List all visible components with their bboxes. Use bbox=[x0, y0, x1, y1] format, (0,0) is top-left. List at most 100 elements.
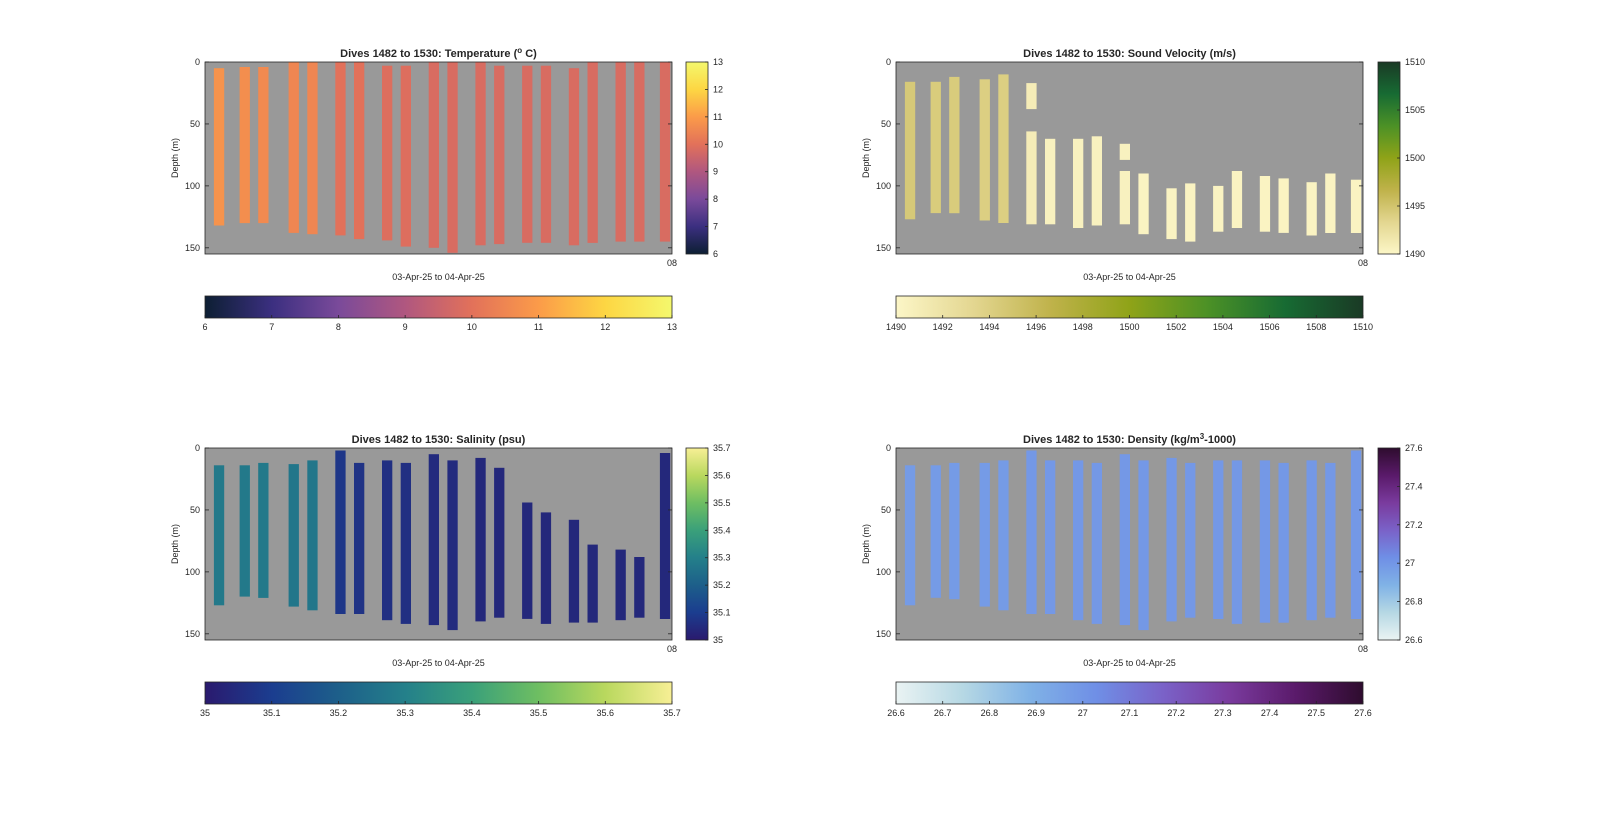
temperature-cast-6 bbox=[354, 62, 365, 240]
temperature-cast-5 bbox=[335, 62, 346, 236]
sound-velocity-panel: 0 50 100 150 08 Depth (m) 03-Apr-25 to 04-Apr-… bbox=[861, 48, 1425, 332]
density-cast-3 bbox=[979, 462, 990, 607]
density-title-sup: 3 bbox=[1200, 432, 1205, 441]
salinity-cast-19 bbox=[659, 453, 671, 619]
salinity-vcb-tick-label: 35.3 bbox=[713, 553, 731, 563]
density-vertical-colorbar bbox=[1377, 447, 1401, 641]
density-axes-frame bbox=[895, 447, 1364, 641]
density-cast-1 bbox=[930, 465, 941, 598]
salinity-cast-2 bbox=[258, 462, 269, 598]
sound-velocity-xtick-label: 08 bbox=[1358, 258, 1368, 268]
salinity-vcb-tick-label: 35.1 bbox=[713, 608, 731, 618]
sound-velocity-cast-8 bbox=[1073, 138, 1084, 228]
temperature-ytick-label: 100 bbox=[185, 181, 200, 191]
sound-velocity-cast-17 bbox=[1259, 176, 1271, 232]
density-hcb-tick-label: 27.4 bbox=[1261, 708, 1279, 718]
salinity-cast-7 bbox=[382, 460, 393, 621]
salinity-hcb-tick-label: 35.4 bbox=[463, 708, 481, 718]
sound-velocity-ytick-label: 50 bbox=[881, 119, 891, 129]
sound-velocity-cast-2 bbox=[949, 76, 960, 214]
temperature-cast-8 bbox=[400, 65, 411, 247]
density-cast-19 bbox=[1350, 450, 1362, 619]
salinity-cast-5 bbox=[335, 450, 346, 614]
salinity-vertical-colorbar bbox=[685, 447, 709, 641]
density-xtick-label: 08 bbox=[1358, 644, 1368, 654]
sound-velocity-vcb-tick-label: 1510 bbox=[1405, 57, 1425, 67]
temperature-vcb-tick-label: 8 bbox=[713, 194, 718, 204]
density-vcb-tick-label: 26.6 bbox=[1405, 635, 1423, 645]
sound-velocity-cast-1 bbox=[930, 81, 941, 214]
salinity-cast-10 bbox=[447, 460, 458, 631]
density-vcb-tick-label: 27.2 bbox=[1405, 520, 1423, 530]
salinity-ytick-label: 150 bbox=[185, 629, 200, 639]
temperature-cast-0 bbox=[213, 68, 225, 226]
density-vcb-tick-label: 26.8 bbox=[1405, 597, 1423, 607]
salinity-hcb-tick-label: 35.7 bbox=[663, 708, 681, 718]
sound-velocity-cast-12 bbox=[1138, 173, 1149, 235]
temperature-title-main: Dives 1482 to 1530: Temperature ( bbox=[340, 48, 517, 60]
sound-velocity-hcb-tick-label: 1490 bbox=[886, 322, 906, 332]
temperature-title-end: C) bbox=[522, 48, 537, 60]
salinity-title: Dives 1482 to 1530: Salinity (psu) bbox=[352, 434, 526, 446]
temperature-ytick-label: 0 bbox=[195, 57, 200, 67]
salinity-cast-17 bbox=[615, 549, 626, 621]
salinity-cast-13 bbox=[522, 502, 533, 619]
density-cast-7 bbox=[1073, 460, 1084, 621]
temperature-vertical-colorbar bbox=[685, 61, 709, 255]
density-hcb-tick-label: 27 bbox=[1078, 708, 1088, 718]
density-hcb-tick-label: 26.7 bbox=[934, 708, 952, 718]
density-cast-9 bbox=[1119, 454, 1130, 626]
sound-velocity-cast-4 bbox=[998, 74, 1009, 224]
temperature-xtick-label: 08 bbox=[667, 258, 677, 268]
temperature-horizontal-colorbar bbox=[204, 295, 673, 319]
temperature-vcb-tick-label: 7 bbox=[713, 222, 718, 232]
temperature-cast-17 bbox=[615, 62, 626, 242]
sound-velocity-cast-9 bbox=[1091, 136, 1102, 226]
salinity-vcb-tick-label: 35.5 bbox=[713, 498, 731, 508]
temperature-cast-7 bbox=[382, 65, 393, 241]
density-hcb-tick-label: 26.9 bbox=[1027, 708, 1045, 718]
density-cast-10 bbox=[1138, 460, 1149, 631]
temperature-hcb-tick-label: 9 bbox=[403, 322, 408, 332]
temperature-hcb-tick-label: 13 bbox=[667, 322, 677, 332]
temperature-vcb-tick-label: 13 bbox=[713, 57, 723, 67]
sound-velocity-cast-16 bbox=[1231, 171, 1243, 228]
temperature-cast-3 bbox=[288, 62, 299, 233]
density-vcb-tick-label: 27 bbox=[1405, 558, 1415, 568]
density-xlabel: 03-Apr-25 to 04-Apr-25 bbox=[1083, 658, 1176, 668]
density-hcb-tick-label: 26.8 bbox=[981, 708, 999, 718]
salinity-cast-9 bbox=[428, 454, 439, 626]
temperature-xlabel: 03-Apr-25 to 04-Apr-25 bbox=[392, 272, 485, 282]
temperature-axes-frame bbox=[204, 61, 673, 255]
salinity-ytick-label: 100 bbox=[185, 567, 200, 577]
sound-velocity-cast-14 bbox=[1185, 183, 1196, 242]
sound-velocity-xlabel: 03-Apr-25 to 04-Apr-25 bbox=[1083, 272, 1176, 282]
temperature-cast-13 bbox=[522, 65, 533, 243]
temperature-cast-15 bbox=[568, 68, 580, 246]
temperature-cast-19 bbox=[659, 62, 671, 242]
sound-velocity-vcb-tick-label: 1505 bbox=[1405, 105, 1425, 115]
temperature-panel: 0 50 100 150 08 Depth (m) 03-Apr-25 to 04-Apr-… bbox=[170, 46, 723, 333]
sound-velocity-cast-20 bbox=[1325, 173, 1336, 233]
salinity-vcb-tick-label: 35.7 bbox=[713, 443, 731, 453]
density-title: Dives 1482 to 1530: Density (kg/m3-1000) bbox=[1023, 432, 1236, 447]
density-ytick-label: 50 bbox=[881, 505, 891, 515]
salinity-ylabel: Depth (m) bbox=[170, 524, 180, 564]
density-cast-6 bbox=[1045, 460, 1056, 614]
temperature-cast-2 bbox=[258, 67, 269, 224]
density-cast-2 bbox=[949, 462, 960, 600]
density-cast-18 bbox=[1325, 462, 1336, 618]
salinity-vcb-tick-label: 35.2 bbox=[713, 580, 731, 590]
sound-velocity-ylabel: Depth (m) bbox=[861, 138, 871, 178]
temperature-cast-12 bbox=[494, 65, 505, 245]
density-cast-5 bbox=[1026, 450, 1037, 614]
salinity-vcb-tick-label: 35 bbox=[713, 635, 723, 645]
sound-velocity-vcb-tick-label: 1490 bbox=[1405, 249, 1425, 259]
density-vcb-tick-label: 27.4 bbox=[1405, 481, 1423, 491]
salinity-vcb-tick-label: 35.6 bbox=[713, 470, 731, 480]
temperature-cast-1 bbox=[239, 67, 250, 224]
temperature-vcb-tick-label: 6 bbox=[713, 249, 718, 259]
salinity-xlabel: 03-Apr-25 to 04-Apr-25 bbox=[392, 658, 485, 668]
sound-velocity-cast-0 bbox=[904, 81, 916, 220]
